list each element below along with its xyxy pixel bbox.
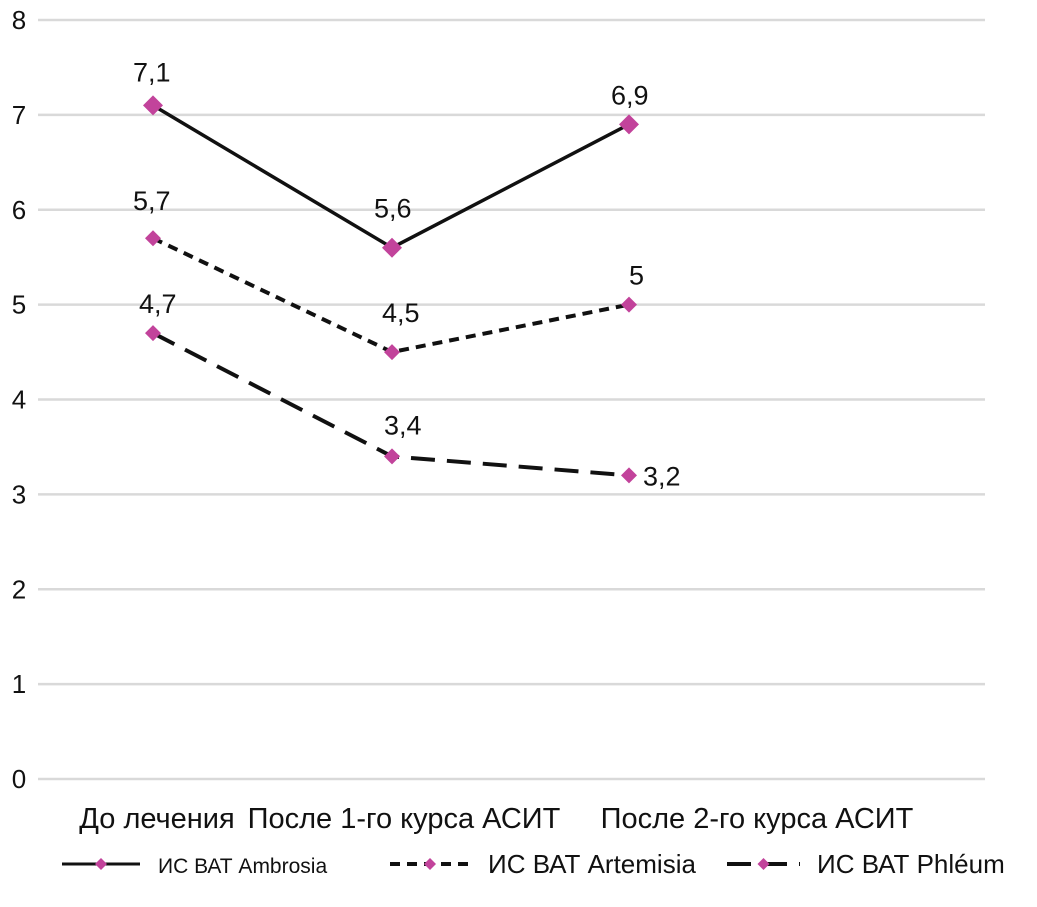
data-label: 6,9 [611, 80, 649, 110]
legend-label: ИС ВАТ Artemisia [488, 849, 696, 879]
data-label: 3,4 [384, 410, 422, 440]
data-point-marker [619, 114, 639, 135]
legend-marker [757, 858, 770, 870]
data-point-marker [382, 237, 402, 258]
data-label: 4,5 [382, 298, 420, 328]
y-tick-label: 5 [12, 290, 26, 320]
data-label: 5 [629, 261, 644, 291]
legend-marker [95, 858, 107, 870]
data-label: 4,7 [139, 289, 177, 319]
data-point-marker [384, 448, 400, 465]
legend-label: ИС ВАТ Ambrosia [158, 855, 327, 878]
y-tick-label: 4 [12, 385, 26, 415]
x-category-label: До лечения [79, 803, 234, 835]
data-point-marker [384, 344, 400, 361]
data-point-marker [145, 325, 161, 342]
series-markers [143, 95, 639, 484]
y-tick-label: 7 [12, 100, 26, 130]
data-label: 3,2 [643, 461, 681, 491]
y-tick-label: 8 [12, 5, 26, 35]
x-category-label: После 1-го курса АСИТ [248, 803, 561, 835]
y-tick-label: 6 [12, 195, 26, 225]
data-label: 5,7 [133, 186, 171, 216]
x-axis-category-labels: До лечения После 1-го курса АСИТ После 2-г… [79, 803, 913, 835]
series-line-1 [152, 103, 630, 250]
legend-marker [424, 858, 436, 870]
data-point-marker [145, 230, 161, 247]
data-label: 7,1 [133, 57, 171, 87]
legend: ИС ВАТ Ambrosia ИС ВАТ Artemisia ИС ВАТ Ph… [62, 849, 1005, 879]
data-point-marker [621, 296, 637, 313]
data-point-marker [621, 467, 637, 484]
data-point-marker [143, 95, 163, 116]
gridlines [38, 18, 985, 781]
data-label: 5,6 [374, 194, 412, 224]
y-tick-label: 3 [12, 479, 26, 509]
y-tick-label: 1 [12, 669, 26, 699]
y-tick-label: 0 [12, 764, 26, 794]
y-axis-tick-labels: 0 1 2 3 4 5 6 7 8 [12, 5, 26, 794]
y-tick-label: 2 [12, 574, 26, 604]
legend-label: ИС ВАТ Phléum [817, 849, 1005, 879]
x-category-label: После 2-го курса АСИТ [601, 803, 914, 835]
data-labels: 7,1 5,6 6,9 5,7 4,5 5 4,7 3,4 3,2 [133, 57, 681, 491]
